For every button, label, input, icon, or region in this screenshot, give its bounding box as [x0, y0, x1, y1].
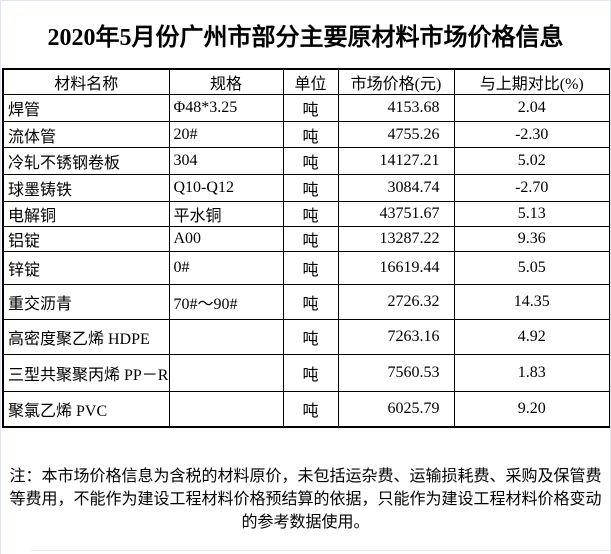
footnote-line: 等费用，不能作为建设工程材料价格预结算的依据，只能作为建设工程材料价格变动 — [9, 490, 602, 508]
change-cell: -2.70 — [453, 174, 610, 202]
table-row: 冷轧不锈钢卷板 304 吨 14127.21 5.02 — [2, 147, 610, 175]
spec-cell: 0# — [168, 251, 284, 285]
sheet-gridline — [31, 550, 610, 551]
material-name-cell: 高密度聚乙烯 HDPE — [2, 319, 170, 355]
spec-cell — [168, 391, 284, 427]
change-cell: 9.36 — [453, 226, 610, 252]
footnote-line: 注：本市场价格信息为含税的材料原价，未包括运杂费、运输损耗费、采购及保管费 — [9, 467, 602, 485]
material-name-cell: 电解铜 — [2, 201, 170, 227]
table-row: 三型共聚聚丙烯 PP－R 吨 7560.53 1.83 — [2, 354, 610, 392]
material-name-cell: 铝锭 — [2, 226, 170, 252]
change-cell: 9.20 — [453, 391, 610, 427]
material-name-cell: 焊管 — [2, 94, 170, 122]
unit-cell: 吨 — [282, 226, 339, 252]
price-cell: 13287.22 — [337, 226, 455, 252]
price-cell: 43751.67 — [337, 201, 455, 227]
spec-cell: 20# — [168, 121, 284, 148]
unit-cell: 吨 — [282, 319, 339, 355]
change-cell: -2.30 — [453, 121, 610, 148]
table-row: 重交沥青 70#～90# 吨 2726.32 14.35 — [2, 284, 610, 320]
price-cell: 7263.16 — [337, 319, 455, 355]
header-change: 与上期对比(%) — [453, 68, 610, 95]
material-name-cell: 重交沥青 — [2, 284, 170, 320]
unit-cell: 吨 — [282, 251, 339, 285]
change-cell: 2.04 — [453, 94, 610, 122]
material-name-cell: 聚氯乙烯 PVC — [2, 391, 170, 427]
header-price: 市场价格(元) — [337, 68, 455, 95]
table-row: 流体管 20# 吨 4755.26 -2.30 — [2, 121, 610, 148]
spec-cell: Q10-Q12 — [168, 174, 284, 202]
price-cell: 2726.32 — [337, 284, 455, 320]
spec-cell: 70#～90# — [168, 284, 284, 320]
header-unit: 单位 — [282, 68, 339, 95]
header-spec: 规格 — [168, 68, 284, 95]
material-name-cell: 冷轧不锈钢卷板 — [2, 147, 170, 175]
unit-cell: 吨 — [282, 391, 339, 427]
unit-cell: 吨 — [282, 94, 339, 122]
spec-cell — [168, 319, 284, 355]
table-row: 高密度聚乙烯 HDPE 吨 7263.16 4.92 — [2, 319, 610, 355]
change-cell: 1.83 — [453, 354, 610, 392]
table-row: 聚氯乙烯 PVC 吨 6025.79 9.20 — [2, 391, 610, 427]
change-cell: 5.05 — [453, 251, 610, 285]
price-cell: 16619.44 — [337, 251, 455, 285]
price-table: 材料名称 规格 单位 市场价格(元) 与上期对比(%) 焊管 Φ48*3.25 … — [2, 68, 610, 428]
table-row: 球墨铸铁 Q10-Q12 吨 3084.74 -2.70 — [2, 174, 610, 202]
change-cell: 4.92 — [453, 319, 610, 355]
price-cell: 4755.26 — [337, 121, 455, 148]
spec-cell — [168, 354, 284, 392]
header-material-name: 材料名称 — [2, 68, 170, 95]
change-cell: 14.35 — [453, 284, 610, 320]
price-cell: 7560.53 — [337, 354, 455, 392]
material-name-cell: 三型共聚聚丙烯 PP－R — [2, 354, 170, 392]
footnote-line: 的参考数据使用。 — [241, 513, 370, 531]
price-cell: 3084.74 — [337, 174, 455, 202]
price-cell: 6025.79 — [337, 391, 455, 427]
table-row: 锌锭 0# 吨 16619.44 5.05 — [2, 251, 610, 285]
price-cell: 14127.21 — [337, 147, 455, 175]
spec-cell: 304 — [168, 147, 284, 175]
change-cell: 5.02 — [453, 147, 610, 175]
unit-cell: 吨 — [282, 147, 339, 175]
page-title: 2020年5月份广州市部分主要原材料市场价格信息 — [47, 25, 564, 51]
table-row: 电解铜 平水铜 吨 43751.67 5.13 — [2, 201, 610, 227]
spec-cell: 平水铜 — [168, 201, 284, 227]
table-row: 焊管 Φ48*3.25 吨 4153.68 2.04 — [2, 94, 610, 122]
material-name-cell: 球墨铸铁 — [2, 174, 170, 202]
unit-cell: 吨 — [282, 354, 339, 392]
material-name-cell: 流体管 — [2, 121, 170, 148]
footnote: 注：本市场价格信息为含税的材料原价，未包括运杂费、运输损耗费、采购及保管费 等费… — [1, 465, 610, 534]
unit-cell: 吨 — [282, 201, 339, 227]
unit-cell: 吨 — [282, 174, 339, 202]
unit-cell: 吨 — [282, 121, 339, 148]
table-row: 铝锭 A00 吨 13287.22 9.36 — [2, 226, 610, 252]
change-cell: 5.13 — [453, 201, 610, 227]
table-header-row: 材料名称 规格 单位 市场价格(元) 与上期对比(%) — [2, 68, 610, 95]
spec-cell: A00 — [168, 226, 284, 252]
spec-cell: Φ48*3.25 — [168, 94, 284, 122]
price-cell: 4153.68 — [337, 94, 455, 122]
unit-cell: 吨 — [282, 284, 339, 320]
material-name-cell: 锌锭 — [2, 251, 170, 285]
